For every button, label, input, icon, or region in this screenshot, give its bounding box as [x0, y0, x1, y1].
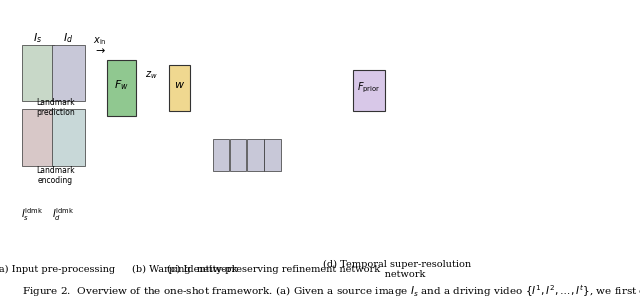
FancyBboxPatch shape: [52, 45, 84, 101]
Text: (c) Identity-preserving refinement network: (c) Identity-preserving refinement netwo…: [166, 265, 380, 274]
Text: $w$: $w$: [174, 80, 185, 91]
Text: $I_d$: $I_d$: [63, 31, 74, 45]
Text: $z_w$: $z_w$: [145, 70, 158, 81]
Text: $I_s$: $I_s$: [33, 31, 42, 45]
Text: $F_w$: $F_w$: [114, 79, 129, 92]
FancyBboxPatch shape: [168, 65, 191, 111]
Text: (d) Temporal super-resolution
     network: (d) Temporal super-resolution network: [323, 260, 472, 279]
FancyBboxPatch shape: [264, 139, 280, 171]
FancyBboxPatch shape: [22, 109, 54, 166]
Text: $\rightarrow$: $\rightarrow$: [93, 45, 106, 55]
Text: Landmark
prediction: Landmark prediction: [36, 98, 75, 117]
FancyBboxPatch shape: [353, 70, 385, 111]
FancyBboxPatch shape: [52, 109, 84, 166]
Text: (b) Warping  network: (b) Warping network: [132, 265, 238, 274]
Text: $I_s^\mathrm{ldmk}$: $I_s^\mathrm{ldmk}$: [21, 206, 44, 223]
Text: $x_\mathrm{in}$: $x_\mathrm{in}$: [93, 35, 106, 47]
FancyBboxPatch shape: [230, 139, 246, 171]
Text: $I_d^\mathrm{ldmk}$: $I_d^\mathrm{ldmk}$: [52, 206, 75, 223]
FancyBboxPatch shape: [247, 139, 264, 171]
Text: Figure 2.  Overview of the one-shot framework. (a) Given a source image $I_s$ an: Figure 2. Overview of the one-shot frame…: [22, 284, 640, 299]
Text: $F_\mathrm{prior}$: $F_\mathrm{prior}$: [357, 81, 381, 95]
Text: Landmark
encoding: Landmark encoding: [36, 166, 74, 185]
Text: (a) Input pre-processing: (a) Input pre-processing: [0, 265, 115, 274]
FancyBboxPatch shape: [107, 60, 136, 116]
FancyBboxPatch shape: [19, 13, 456, 279]
FancyBboxPatch shape: [22, 45, 54, 101]
FancyBboxPatch shape: [213, 139, 229, 171]
